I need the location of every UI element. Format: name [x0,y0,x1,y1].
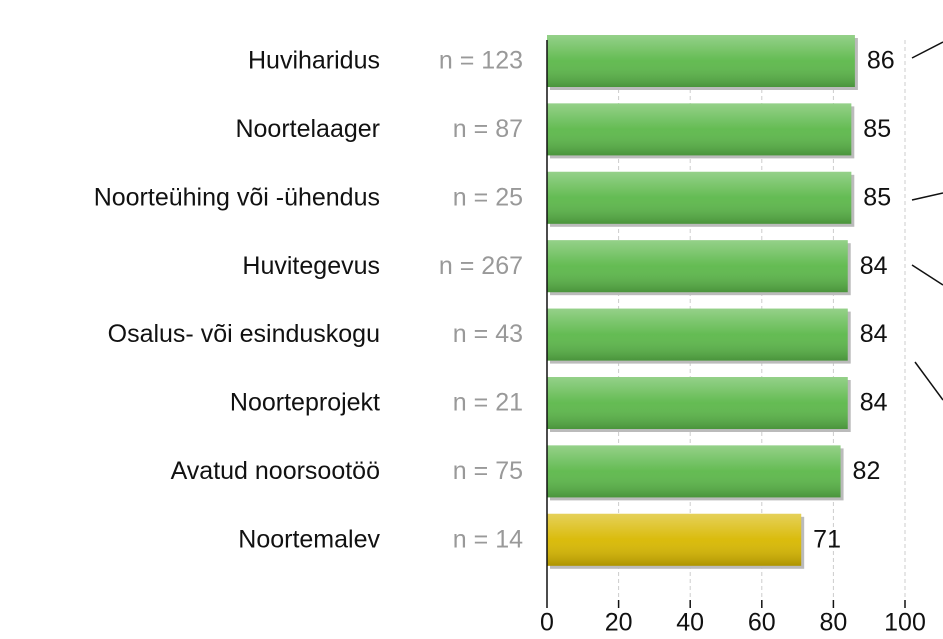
bar-shine [547,35,855,87]
n-label: n = 14 [453,525,523,553]
value-label: 85 [863,183,891,211]
category-label: Huviharidus [248,47,380,75]
bar-shine [547,513,802,566]
value-label: 84 [860,320,888,348]
bar-shine [547,445,841,498]
bar-shine [547,377,848,429]
n-label: n = 43 [453,320,523,348]
category-label: Osalus- või esinduskogu [108,320,380,348]
n-label: n = 123 [439,47,523,75]
x-tick-label: 100 [884,609,926,637]
category-label: Huvitegevus [242,252,380,280]
n-label: n = 87 [453,115,523,143]
x-tick-label: 40 [676,609,704,637]
n-label: n = 21 [453,389,523,417]
value-label: 86 [867,47,895,75]
x-tick-label: 20 [605,609,633,637]
value-label: 82 [853,457,881,485]
category-label: Noorteprojekt [230,389,380,417]
category-label: Noortelaager [235,115,380,143]
bar-shine [547,308,848,361]
leader-line [914,361,943,401]
leader-line [911,192,943,201]
value-label: 85 [863,115,891,143]
bar-shine [547,240,848,293]
n-label: n = 25 [453,183,523,211]
x-tick-label: 0 [540,609,554,637]
x-tick-label: 60 [748,609,776,637]
n-label: n = 75 [453,457,523,485]
category-label: Noorteühing või -ühendus [94,183,380,211]
category-label: Avatud noorsootöö [171,457,380,485]
value-label: 84 [860,389,888,417]
leader-line [911,41,943,59]
n-label: n = 267 [439,252,523,280]
category-label: Noortemalev [238,525,380,553]
value-label: 84 [860,252,888,280]
value-label: 71 [813,525,841,553]
bar-shine [547,103,852,156]
x-tick-label: 80 [819,609,847,637]
leader-lines [911,41,943,401]
bar-shine [547,171,852,224]
leader-line [911,264,943,286]
